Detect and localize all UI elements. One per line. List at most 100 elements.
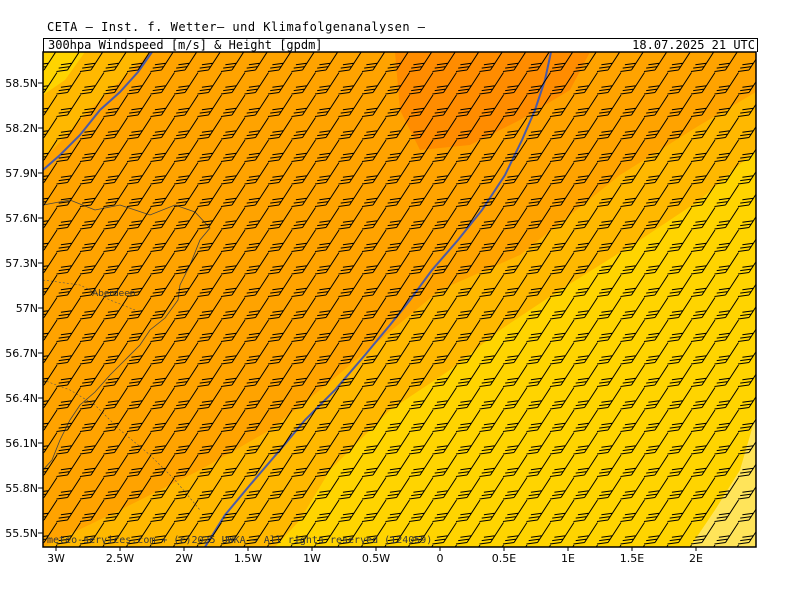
- wind-barb: [549, 409, 575, 432]
- wind-barb: [361, 342, 387, 365]
- wind-barb: [314, 162, 340, 185]
- valid-time: 18.07.2025 21 UTC: [632, 38, 755, 52]
- wind-barb: [667, 499, 692, 522]
- wind-barb: [291, 72, 316, 95]
- lon-label: 0.5E: [492, 552, 516, 565]
- wind-barb: [126, 342, 152, 365]
- lon-label: 1W: [303, 552, 321, 565]
- wind-barb: [314, 499, 340, 522]
- wind-barb: [408, 162, 434, 185]
- wind-barb: [455, 94, 481, 117]
- wind-barb: [643, 184, 669, 207]
- wind-barb: [150, 274, 175, 297]
- wind-barb: [526, 342, 551, 365]
- wind-barb: [314, 297, 340, 320]
- wind-barb: [314, 319, 340, 342]
- wind-barb: [738, 545, 762, 567]
- wind-barb: [432, 274, 457, 297]
- wind-barb: [596, 207, 622, 230]
- wind-barb: [197, 274, 222, 297]
- wind-barb: [150, 522, 175, 545]
- wind-barb: [79, 499, 105, 522]
- wind-barb: [219, 544, 222, 547]
- wind-barb: [479, 387, 504, 410]
- wind-barb: [197, 229, 222, 252]
- wind-barb: [714, 274, 739, 297]
- wind-barb: [432, 252, 457, 275]
- wind-barb: [291, 387, 316, 410]
- wind-barb: [549, 139, 575, 162]
- lon-label: 3W: [47, 552, 65, 565]
- wind-barb: [244, 454, 269, 477]
- wind-barb: [549, 229, 575, 252]
- wind-barb: [479, 477, 504, 500]
- wind-barb: [79, 454, 105, 477]
- wind-barb: [361, 207, 387, 230]
- wind-barb: [220, 162, 246, 185]
- wind-barb: [667, 364, 692, 387]
- subtitle: 300hpa Windspeed [m/s] & Height [gpdm]: [48, 38, 323, 52]
- wind-barb: [667, 52, 691, 72]
- wind-barb: [314, 207, 340, 230]
- wind-barb: [291, 432, 316, 455]
- wind-barb: [338, 52, 362, 72]
- wind-barb: [267, 184, 293, 207]
- wind-barb: [643, 94, 669, 117]
- wind-barb: [714, 252, 739, 275]
- wind-barb: [596, 409, 622, 432]
- wind-barb: [43, 52, 57, 71]
- wind-barb: [385, 252, 410, 275]
- wind-barb: [620, 252, 645, 275]
- wind-barb: [479, 252, 504, 275]
- wind-barb: [361, 162, 387, 185]
- wind-barb: [643, 409, 669, 432]
- wind-barb: [432, 72, 457, 95]
- wind-barb: [267, 432, 293, 455]
- wind-barb: [56, 319, 81, 342]
- wind-barb: [455, 52, 480, 72]
- city-label-aberdeen: Aberdeen: [92, 289, 135, 299]
- wind-barb: [714, 432, 739, 455]
- wind-barb: [643, 522, 669, 545]
- wind-barb: [103, 342, 128, 365]
- wind-barb: [620, 499, 645, 522]
- wind-barb: [338, 117, 363, 140]
- lat-label: 57.6N: [5, 212, 38, 225]
- wind-barb: [690, 72, 716, 95]
- wind-barb: [173, 387, 199, 410]
- wind-barb: [361, 274, 387, 297]
- wind-barb: [596, 72, 622, 95]
- wind-barb: [150, 297, 175, 320]
- wind-barb: [479, 207, 504, 230]
- wind-barb: [667, 274, 692, 297]
- wind-barb: [197, 207, 222, 230]
- wind-barb: [455, 522, 481, 545]
- wind-barb: [526, 477, 551, 500]
- wind-barb: [526, 364, 551, 387]
- wind-barb: [79, 342, 105, 365]
- wind-barb: [173, 477, 199, 500]
- wind-barb: [103, 117, 128, 140]
- wind-barb: [620, 52, 644, 72]
- wind-barb: [549, 477, 575, 500]
- wind-barb: [385, 342, 410, 365]
- wind-barb: [102, 544, 105, 547]
- wind-barb: [620, 139, 645, 162]
- wind-barb: [197, 454, 222, 477]
- wind-barb: [455, 454, 481, 477]
- wind-barb: [549, 184, 575, 207]
- wind-barb: [150, 477, 175, 500]
- wind-barb: [43, 522, 58, 544]
- wind-barb: [549, 342, 575, 365]
- wind-barb: [79, 162, 105, 185]
- wind-barb: [690, 184, 716, 207]
- wind-barb: [714, 297, 739, 320]
- wind-barb: [479, 522, 504, 545]
- wind-barb: [291, 52, 315, 72]
- wind-barb: [244, 522, 269, 545]
- wind-barb: [408, 229, 434, 252]
- wind-barb: [338, 387, 363, 410]
- wind-band-orange: [43, 52, 756, 547]
- wind-barb: [197, 342, 222, 365]
- wind-barb: [385, 432, 410, 455]
